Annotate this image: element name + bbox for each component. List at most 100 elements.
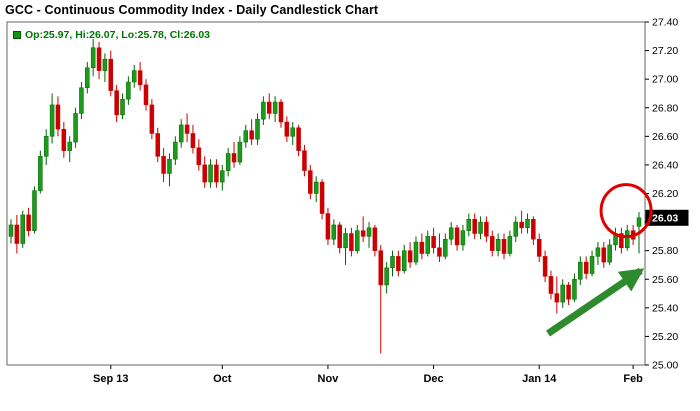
candle <box>49 93 55 144</box>
trend-arrow-annotation <box>546 267 645 337</box>
candle <box>566 282 571 305</box>
y-tick-label: 27.20 <box>652 45 678 57</box>
candle <box>548 270 554 300</box>
candle <box>43 129 49 165</box>
candle <box>190 124 196 154</box>
y-tick-label: 25.80 <box>652 245 678 257</box>
candle <box>184 113 190 143</box>
x-tick-label: Feb <box>623 373 643 385</box>
candle <box>202 156 207 188</box>
candle <box>460 224 466 251</box>
candle <box>431 227 436 254</box>
last-price-tag: 26.03 <box>645 209 689 226</box>
y-tick-label: 26.40 <box>652 159 678 171</box>
y-tick-label: 25.00 <box>652 360 678 372</box>
candle <box>337 222 342 254</box>
candle <box>495 233 501 257</box>
candle <box>572 273 577 303</box>
candle <box>14 214 20 254</box>
candle <box>589 250 595 277</box>
candle <box>214 159 219 188</box>
candle <box>225 147 231 177</box>
candle <box>601 242 607 268</box>
candle <box>308 164 313 200</box>
candle <box>143 79 149 111</box>
x-tick-label: Oct <box>213 373 232 385</box>
candle <box>302 144 307 177</box>
chart-title: GCC - Continuous Commodity Index - Daily… <box>5 3 379 17</box>
candle <box>85 62 90 94</box>
candle <box>536 233 542 263</box>
candle <box>231 142 237 168</box>
candle <box>542 250 548 283</box>
candle <box>384 262 389 294</box>
candle <box>173 136 178 165</box>
candle <box>237 136 243 165</box>
candle <box>396 250 401 277</box>
candle <box>366 222 372 248</box>
candle <box>619 227 624 254</box>
candle <box>343 227 348 265</box>
candle <box>578 256 583 285</box>
y-tick-label: 26.20 <box>652 188 678 200</box>
candle <box>132 64 137 88</box>
ohlc-legend: Op:25.97, Hi:26.07, Lo:25.78, Cl:26.03 <box>13 29 210 41</box>
candle <box>137 62 143 91</box>
candle <box>507 230 513 257</box>
candle <box>531 216 536 245</box>
candle <box>313 176 319 203</box>
candle <box>419 233 425 260</box>
candle <box>448 222 454 245</box>
y-tick-label: 25.20 <box>652 331 678 343</box>
candle <box>61 122 67 158</box>
candle <box>607 239 612 265</box>
candle <box>443 233 448 260</box>
candle <box>437 233 442 263</box>
candle <box>466 213 472 237</box>
candle <box>249 119 254 145</box>
candle <box>454 224 460 251</box>
candle <box>149 99 155 140</box>
y-tick-label: 27.00 <box>652 74 678 86</box>
candle <box>355 224 360 254</box>
candle <box>360 216 366 243</box>
candle <box>525 213 530 234</box>
highlight-circle-annotation <box>599 183 653 239</box>
candle <box>319 179 325 220</box>
candle <box>102 53 108 83</box>
candle <box>79 82 84 120</box>
y-tick-label: 26.60 <box>652 131 678 143</box>
candle <box>20 210 25 248</box>
candle <box>501 233 507 260</box>
candle <box>261 96 266 125</box>
x-tick-label: Nov <box>318 373 340 385</box>
y-tick-label: 25.40 <box>652 302 678 314</box>
x-tick-label: Jan 14 <box>522 373 557 385</box>
candle <box>96 42 102 80</box>
candle <box>8 219 14 244</box>
candle <box>425 230 430 257</box>
candle <box>613 227 618 251</box>
candle <box>126 76 131 105</box>
plot-border <box>6 21 646 366</box>
candle <box>278 99 284 128</box>
candle <box>120 93 125 120</box>
y-tick-label: 25.60 <box>652 274 678 286</box>
candle <box>296 124 301 157</box>
candle <box>472 213 477 240</box>
candle <box>114 84 119 123</box>
candle <box>290 122 295 145</box>
candle <box>349 227 354 257</box>
candle <box>255 113 260 145</box>
candle <box>413 236 419 265</box>
candle <box>490 230 495 257</box>
x-axis: Sep 13 Oct Nov Dec Jan 14 Feb <box>93 365 643 385</box>
candle <box>519 210 524 234</box>
ohlc-legend-text: Op:25.97, Hi:26.07, Lo:25.78, Cl:26.03 <box>25 29 211 41</box>
x-tick-label: Sep 13 <box>93 373 128 385</box>
candle <box>108 50 114 97</box>
candle <box>220 164 225 191</box>
candle <box>38 150 43 194</box>
